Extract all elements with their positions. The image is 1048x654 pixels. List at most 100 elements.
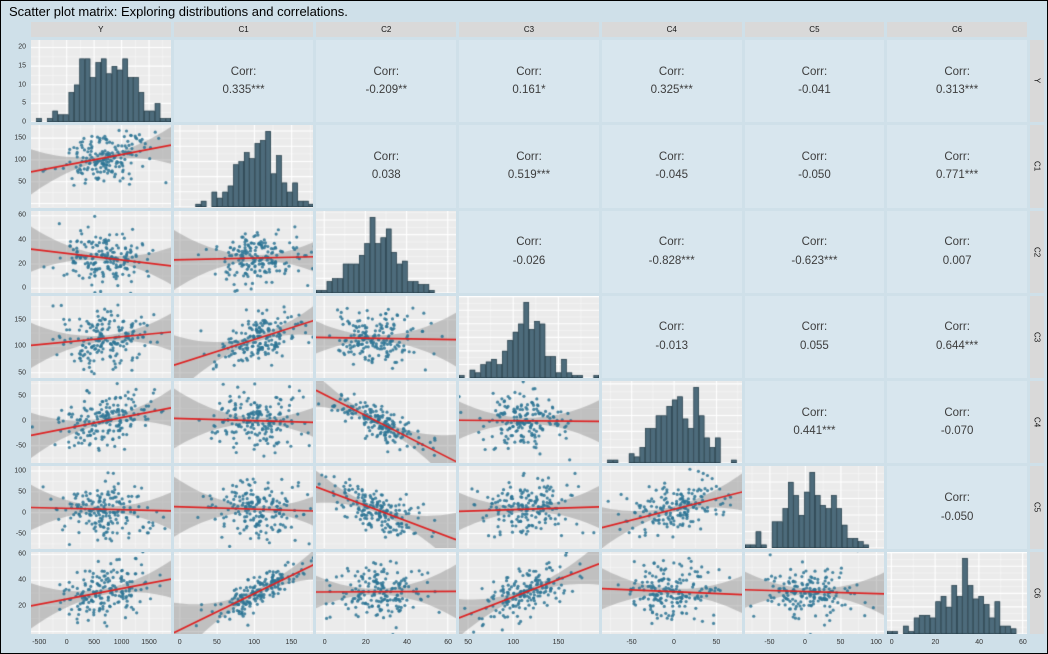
scatterplot-matrix: Y C1 C2 C3 C4 C5 C6 0 5 10 15 20 Corr: 0.335*** Corr: -…	[4, 22, 1044, 651]
y-axis-ticks-Y: 0 5 10 15 20	[4, 40, 28, 126]
y-tick-label: 10	[18, 81, 26, 89]
corr-prefix: Corr:	[658, 150, 685, 163]
scatter-canvas	[316, 466, 457, 549]
scatter-canvas	[173, 466, 314, 549]
histogram-canvas	[173, 125, 314, 208]
scatter-panel-C1-C5	[173, 466, 314, 549]
diag-histogram-C1	[173, 125, 314, 208]
y-tick-label: 50	[18, 178, 26, 186]
corr-prefix: Corr:	[944, 406, 970, 419]
x-tick-label: 1500	[141, 638, 157, 646]
x-axis-ticks-C1: 0 50 100 150	[174, 637, 314, 651]
y-tick-label: 60	[18, 550, 26, 558]
y-axis-ticks-C4: -50 0 50	[4, 381, 28, 463]
scatter-panel-Y-C3	[31, 295, 171, 379]
scatter-canvas	[31, 295, 171, 378]
y-tick-label: 50	[18, 369, 26, 377]
corner-top-left	[4, 22, 28, 37]
corr-value: 0.007	[942, 254, 972, 267]
scatter-panel-C5-C6	[744, 551, 885, 634]
x-tick-label: 0	[803, 638, 807, 646]
x-tick-label: 0	[64, 638, 69, 646]
scatter-panel-C3-C5	[459, 466, 599, 549]
x-tick-label: 0	[672, 638, 676, 646]
corr-panel-C3-C5: Corr: 0.055	[744, 295, 885, 379]
x-tick-label: 50	[836, 638, 845, 646]
x-tick-label: 40	[975, 638, 984, 646]
y-tick-label: 50	[18, 392, 26, 400]
x-tick-label: -50	[626, 638, 637, 646]
corr-panel-C1-C2: Corr: 0.038	[316, 125, 457, 208]
corr-prefix: Corr:	[658, 321, 685, 334]
histogram-canvas	[744, 466, 885, 549]
scatter-panel-C3-C6	[459, 551, 599, 634]
corr-panel-C3-C4: Corr: -0.013	[601, 295, 742, 379]
corr-value: -0.013	[655, 339, 688, 352]
corr-prefix: Corr:	[944, 491, 970, 504]
x-axis-ticks-C4: -50 0 50	[602, 637, 742, 651]
x-axis-ticks-C3: 50 100 150	[459, 637, 599, 651]
y-axis-ticks-C1: 50 100 150	[4, 125, 28, 207]
corr-value: 0.644***	[936, 339, 979, 352]
scatter-panel-C2-C6	[316, 551, 457, 634]
y-tick-label: 100	[14, 156, 26, 164]
scatter-canvas	[173, 295, 314, 378]
y-axis-ticks-C3: 50 100 150	[4, 296, 28, 378]
x-tick-label: 150	[285, 638, 298, 646]
x-tick-label: 150	[552, 638, 565, 646]
scatter-canvas	[31, 210, 171, 293]
corner-bottom-left	[4, 637, 28, 651]
scatter-panel-C2-C3	[316, 295, 457, 379]
row-header-C4: C4	[1029, 381, 1044, 464]
y-tick-label: 0	[22, 417, 26, 425]
corr-value: 0.313***	[936, 84, 979, 97]
scatter-panel-C1-C6	[173, 551, 314, 634]
y-tick-label: 0	[22, 118, 26, 126]
diag-histogram-C2	[316, 210, 457, 293]
corr-prefix: Corr:	[801, 65, 828, 78]
scatter-panel-C1-C4	[173, 381, 314, 464]
diag-histogram-C4	[601, 381, 742, 464]
x-tick-label: -50	[764, 638, 775, 646]
y-tick-label: 20	[18, 602, 26, 610]
scatter-panel-C4-C5	[601, 466, 742, 549]
y-tick-label: 15	[18, 62, 26, 70]
corr-prefix: Corr:	[944, 150, 970, 163]
y-tick-label: -50	[15, 530, 26, 538]
scatter-panel-Y-C2	[31, 210, 171, 293]
corr-prefix: Corr:	[516, 236, 542, 249]
corr-value: -0.070	[940, 425, 974, 438]
scatter-panel-Y-C6	[31, 551, 171, 634]
corr-panel-C2-C5: Corr: -0.623***	[744, 210, 885, 293]
corr-panel-C1-C5: Corr: -0.050	[744, 125, 885, 208]
x-axis-ticks-C6: 0 20 40 60	[887, 637, 1027, 651]
scatter-panel-C1-C3	[173, 295, 314, 379]
y-tick-label: 60	[18, 211, 26, 219]
corr-panel-Y-C3: Corr: 0.161*	[459, 40, 599, 123]
scatter-canvas	[744, 551, 885, 634]
corr-value: -0.050	[940, 510, 974, 523]
y-tick-label: 40	[18, 576, 26, 584]
scatter-canvas	[459, 551, 599, 634]
scatter-canvas	[459, 381, 599, 464]
row-header-Y: Y	[1029, 40, 1044, 123]
diag-histogram-Y	[31, 40, 171, 123]
corr-prefix: Corr:	[516, 65, 542, 78]
x-tick-label: 50	[464, 638, 473, 646]
corr-value: 0.038	[371, 169, 401, 182]
corr-panel-Y-C5: Corr: -0.041	[744, 40, 885, 123]
corr-panel-Y-C1: Corr: 0.335***	[173, 40, 314, 123]
histogram-canvas	[887, 551, 1027, 634]
scatter-canvas	[31, 125, 171, 208]
corr-prefix: Corr:	[801, 236, 828, 249]
x-tick-label: 20	[361, 638, 370, 646]
corr-prefix: Corr:	[944, 65, 970, 78]
y-tick-label: 20	[18, 260, 26, 268]
scatter-canvas	[459, 466, 599, 549]
corr-panel-C2-C4: Corr: -0.828***	[601, 210, 742, 293]
corner-bottom-right	[1030, 637, 1044, 651]
histogram-canvas	[31, 40, 171, 122]
col-header-Y: Y	[31, 22, 171, 37]
corr-value: 0.161*	[512, 84, 546, 97]
scatter-canvas	[601, 551, 742, 634]
